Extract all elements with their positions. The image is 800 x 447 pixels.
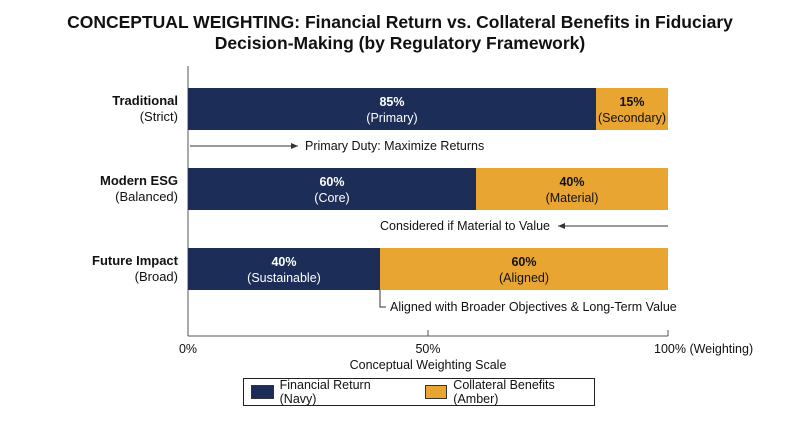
bar-financial bbox=[188, 248, 380, 290]
bar-financial bbox=[188, 88, 596, 130]
legend-swatch-financial bbox=[251, 385, 274, 399]
category-label: Traditional bbox=[112, 93, 178, 108]
legend: Financial Return (Navy) Collateral Benef… bbox=[243, 378, 595, 406]
bar-collateral bbox=[476, 168, 668, 210]
bar-financial bbox=[188, 168, 476, 210]
annotation-text: Aligned with Broader Objectives & Long-T… bbox=[390, 300, 677, 314]
legend-item-collateral: Collateral Benefits (Amber) bbox=[424, 378, 594, 406]
legend-label-collateral: Collateral Benefits (Amber) bbox=[453, 378, 555, 406]
category-label: Modern ESG bbox=[100, 173, 178, 188]
bar-desc-label: (Core) bbox=[314, 191, 349, 205]
bar-value-label: 60% bbox=[511, 255, 536, 269]
chart-title-line2: Decision-Making (by Regulatory Framework… bbox=[214, 33, 586, 53]
bar-desc-label: (Sustainable) bbox=[247, 271, 321, 285]
annotation-bracket bbox=[379, 290, 386, 308]
category-sublabel: (Balanced) bbox=[115, 189, 178, 204]
x-tick-label: 50% bbox=[415, 342, 440, 356]
bar-desc-label: (Aligned) bbox=[499, 271, 549, 285]
x-tick-label: 0% bbox=[179, 342, 197, 356]
bar-value-label: 85% bbox=[379, 95, 404, 109]
bar-value-label: 60% bbox=[319, 175, 344, 189]
category-sublabel: (Broad) bbox=[135, 269, 178, 284]
bar-value-label: 40% bbox=[271, 255, 296, 269]
bar-desc-label: (Material) bbox=[546, 191, 599, 205]
category-sublabel: (Strict) bbox=[140, 109, 178, 124]
category-label: Future Impact bbox=[92, 253, 179, 268]
annotation-text: Considered if Material to Value bbox=[380, 219, 550, 233]
annotation-text: Primary Duty: Maximize Returns bbox=[305, 139, 484, 153]
x-tick-label: 100% (Weighting) bbox=[654, 342, 753, 356]
bar-collateral bbox=[596, 88, 668, 130]
legend-swatch-collateral bbox=[424, 385, 448, 399]
bar-desc-label: (Primary) bbox=[366, 111, 417, 125]
bar-collateral bbox=[380, 248, 668, 290]
bar-value-label: 40% bbox=[559, 175, 584, 189]
legend-item-financial: Financial Return (Navy) bbox=[251, 378, 403, 406]
chart-title: CONCEPTUAL WEIGHTING: Financial Return v… bbox=[0, 12, 800, 54]
chart-title-line1: CONCEPTUAL WEIGHTING: Financial Return v… bbox=[67, 12, 733, 32]
bar-value-label: 15% bbox=[619, 95, 644, 109]
x-axis-title: Conceptual Weighting Scale bbox=[350, 358, 507, 372]
legend-label-financial: Financial Return (Navy) bbox=[279, 378, 371, 406]
bar-desc-label: (Secondary) bbox=[598, 111, 666, 125]
